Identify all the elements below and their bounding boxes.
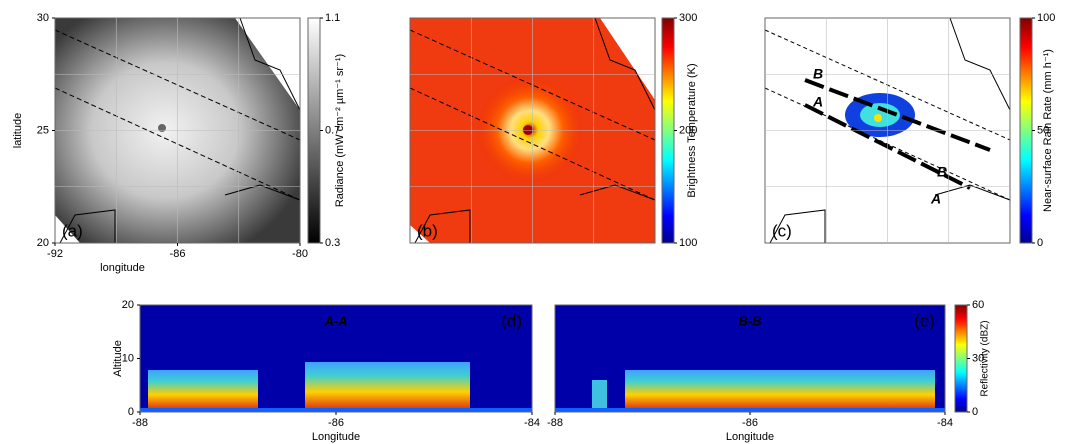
x-tick-label: -88 xyxy=(547,417,563,429)
profile-image-e xyxy=(555,305,945,412)
colorbar-label: Brightness Temperature (K) xyxy=(686,63,698,197)
colorbar-tick-label: 60 xyxy=(972,299,984,311)
profile-image-d xyxy=(140,305,532,412)
y-tick-label: 0 xyxy=(128,406,134,418)
colorbar-tick-label: 30 xyxy=(972,352,984,364)
y-axis-label: Altitude xyxy=(112,340,124,377)
panel-title: A-A xyxy=(323,313,347,328)
y-tick-label: 25 xyxy=(37,124,49,136)
x-tick-label: -84 xyxy=(937,417,953,429)
x-tick-label: -80 xyxy=(292,248,308,260)
panel-label: (d) xyxy=(501,311,522,330)
panel-title: B-B xyxy=(738,313,761,328)
colorbar-tick-label: 1.1 xyxy=(325,12,340,24)
section-label: A xyxy=(812,94,823,110)
y-tick-label: 30 xyxy=(37,12,49,24)
section-label: B xyxy=(937,164,947,180)
y-tick-label: 20 xyxy=(37,237,49,249)
colorbar-tick-label: 0.3 xyxy=(325,237,340,249)
colorbar-label: Near-surface Rain Rate (mm h⁻¹) xyxy=(1042,49,1054,212)
colorbar-tick-label: 0 xyxy=(1037,237,1043,249)
panel-label: (c) xyxy=(772,221,792,240)
colorbar-tick-label: 100 xyxy=(1037,12,1055,24)
x-axis-label: Longitude xyxy=(726,431,774,443)
colorbar-tick-label: 50 xyxy=(1037,124,1049,136)
colorbar xyxy=(954,304,968,413)
colorbar xyxy=(661,17,675,244)
colorbar-tick-label: 0 xyxy=(972,406,978,418)
y-axis-label: latitude xyxy=(12,113,24,148)
x-tick-label: -92 xyxy=(47,248,63,260)
y-tick-label: 10 xyxy=(122,352,134,364)
panel-label: (b) xyxy=(417,221,438,240)
x-tick-label: -86 xyxy=(170,248,186,260)
x-axis-label: longitude xyxy=(100,262,145,274)
colorbar-label: Reflectivity (dBZ) xyxy=(980,320,991,396)
x-tick-label: -86 xyxy=(742,417,758,429)
y-tick-label: 20 xyxy=(122,299,134,311)
x-axis-label: Longitude xyxy=(312,431,360,443)
colorbar-label: Radiance (mW cm⁻² µm⁻¹ sr⁻¹) xyxy=(334,54,346,207)
colorbar-tick-label: 100 xyxy=(679,237,697,249)
colorbar xyxy=(307,17,321,244)
panel-label: (e) xyxy=(914,311,935,330)
x-tick-label: -88 xyxy=(132,417,148,429)
section-label: B xyxy=(813,66,823,82)
colorbar-tick-label: 0.7 xyxy=(325,124,340,136)
colorbar-tick-label: 300 xyxy=(679,12,697,24)
section-label: A xyxy=(930,191,941,207)
colorbar-tick-label: 200 xyxy=(679,124,697,136)
colorbar xyxy=(1019,17,1033,244)
x-tick-label: -86 xyxy=(328,417,344,429)
panel-label: (a) xyxy=(62,221,83,240)
x-tick-label: -84 xyxy=(524,417,540,429)
